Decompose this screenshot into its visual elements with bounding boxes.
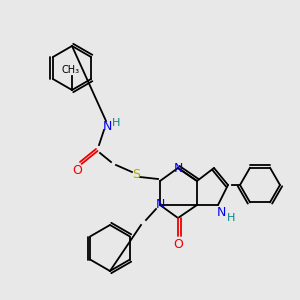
Text: H: H [112,118,120,128]
Text: H: H [227,213,235,223]
Text: N: N [216,206,226,220]
Text: N: N [173,161,183,175]
Text: S: S [132,169,140,182]
Text: N: N [102,119,112,133]
Text: CH₃: CH₃ [62,65,80,75]
Text: O: O [173,238,183,250]
Text: O: O [72,164,82,176]
Text: N: N [155,199,165,212]
